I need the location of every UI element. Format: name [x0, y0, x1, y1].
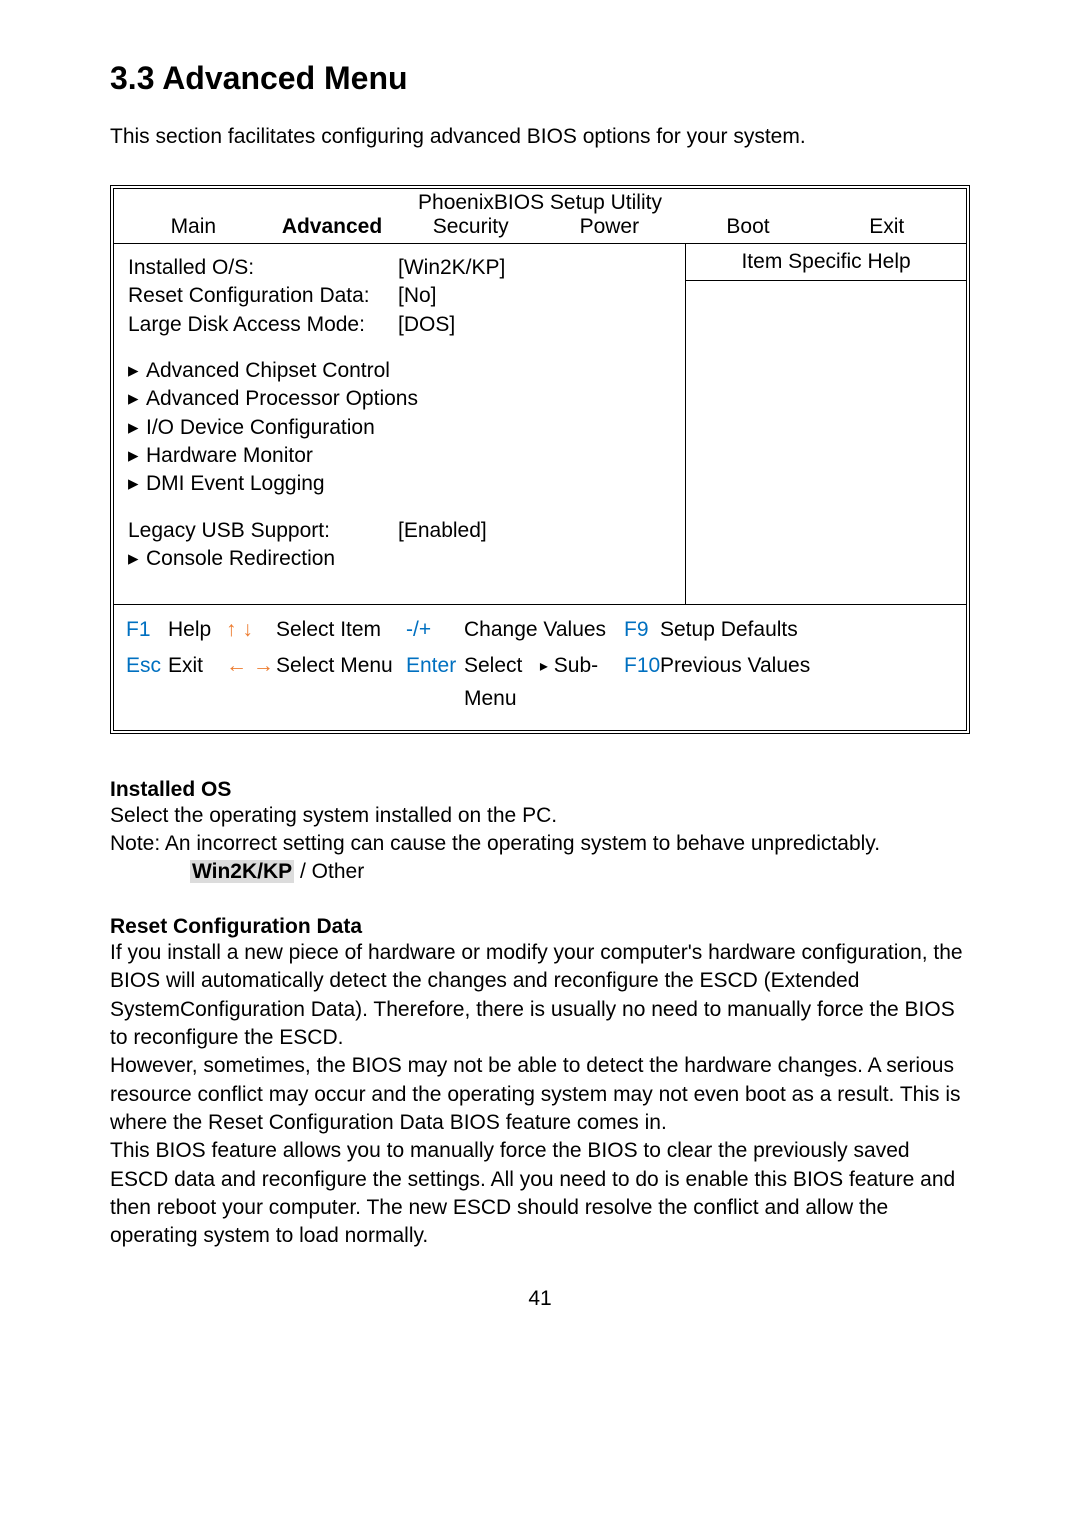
desc-heading-reset-cfg: Reset Configuration Data — [110, 915, 970, 939]
desc-text: Select the operating system installed on… — [110, 802, 970, 830]
submenu-label: Console Redirection — [146, 547, 335, 570]
desc-text: Note: An incorrect setting can cause the… — [110, 830, 970, 858]
footer-label: Setup Defaults — [660, 613, 820, 647]
bios-main-panel: Installed O/S: [Win2K/KP] Reset Configur… — [114, 244, 685, 604]
bios-title: PhoenixBIOS Setup Utility — [114, 189, 966, 215]
caret-right-icon: ▸ — [128, 385, 146, 413]
setting-label: Installed O/S: — [128, 254, 398, 282]
desc-text: If you install a new piece of hardware o… — [110, 939, 970, 1052]
setting-label: Large Disk Access Mode: — [128, 311, 398, 339]
caret-right-icon: ▸ — [540, 658, 548, 675]
submenu-label: I/O Device Configuration — [146, 416, 375, 439]
setting-row: Large Disk Access Mode: [DOS] — [128, 311, 671, 339]
bios-tab-main: Main — [124, 215, 263, 239]
caret-right-icon: ▸ — [128, 414, 146, 442]
setting-row: Legacy USB Support: [Enabled] — [128, 517, 671, 545]
desc-options: Win2K/KP / Other — [190, 858, 970, 886]
bios-footer: F1 Help ↑ ↓ Select Item -/+ Change Value… — [114, 605, 966, 730]
caret-right-icon: ▸ — [128, 470, 146, 498]
setting-value: [Win2K/KP] — [398, 254, 671, 282]
desc-text: This BIOS feature allows you to manually… — [110, 1137, 970, 1250]
footer-label: Select ▸ Sub-Menu — [464, 649, 624, 716]
page-number: 41 — [110, 1287, 970, 1311]
setting-value: [No] — [398, 282, 671, 310]
footer-key: F10 — [624, 649, 660, 683]
submenu-item: ▸Advanced Chipset Control — [128, 357, 671, 385]
footer-key: -/+ — [406, 613, 464, 647]
footer-label: Change Values — [464, 613, 624, 647]
setting-label: Reset Configuration Data: — [128, 282, 398, 310]
footer-label: Previous Values — [660, 649, 820, 683]
setting-label: Legacy USB Support: — [128, 517, 398, 545]
setting-value: [Enabled] — [398, 517, 671, 545]
submenu-item: ▸DMI Event Logging — [128, 470, 671, 498]
bios-screenshot: PhoenixBIOS Setup Utility Main Advanced … — [110, 185, 970, 734]
submenu-label: Advanced Chipset Control — [146, 359, 390, 382]
option-highlight: Win2K/KP — [190, 860, 294, 883]
submenu-item: ▸I/O Device Configuration — [128, 414, 671, 442]
bios-tab-advanced: Advanced — [263, 215, 402, 239]
submenu-label: DMI Event Logging — [146, 472, 325, 495]
footer-key: Enter — [406, 649, 464, 683]
section-heading: 3.3 Advanced Menu — [110, 60, 970, 97]
bios-help-panel: Item Specific Help — [685, 244, 966, 604]
intro-text: This section facilitates configuring adv… — [110, 125, 970, 149]
footer-label: Select Menu — [276, 649, 406, 683]
desc-text: However, sometimes, the BIOS may not be … — [110, 1052, 970, 1137]
footer-key: F1 — [126, 613, 168, 647]
desc-heading-installed-os: Installed OS — [110, 778, 970, 802]
setting-row: Reset Configuration Data: [No] — [128, 282, 671, 310]
setting-value: [DOS] — [398, 311, 671, 339]
submenu-item: ▸Hardware Monitor — [128, 442, 671, 470]
bios-tab-power: Power — [540, 215, 679, 239]
bios-tab-exit: Exit — [817, 215, 956, 239]
bios-help-title: Item Specific Help — [686, 244, 966, 281]
arrow-left-right-icon: ← → — [226, 649, 276, 683]
caret-right-icon: ▸ — [128, 357, 146, 385]
caret-right-icon: ▸ — [128, 545, 146, 573]
submenu-label: Advanced Processor Options — [146, 387, 418, 410]
footer-label: Help — [168, 613, 226, 647]
bios-tab-bar: Main Advanced Security Power Boot Exit — [114, 215, 966, 243]
setting-row: Installed O/S: [Win2K/KP] — [128, 254, 671, 282]
submenu-label: Hardware Monitor — [146, 444, 313, 467]
footer-key: F9 — [624, 613, 660, 647]
submenu-item: ▸Advanced Processor Options — [128, 385, 671, 413]
footer-label: Exit — [168, 649, 226, 683]
bios-tab-security: Security — [401, 215, 540, 239]
submenu-item: ▸Console Redirection — [128, 545, 671, 573]
bios-tab-boot: Boot — [679, 215, 818, 239]
arrow-up-down-icon: ↑ ↓ — [226, 613, 276, 647]
footer-label: Select Item — [276, 613, 406, 647]
caret-right-icon: ▸ — [128, 442, 146, 470]
footer-key: Esc — [126, 649, 168, 683]
